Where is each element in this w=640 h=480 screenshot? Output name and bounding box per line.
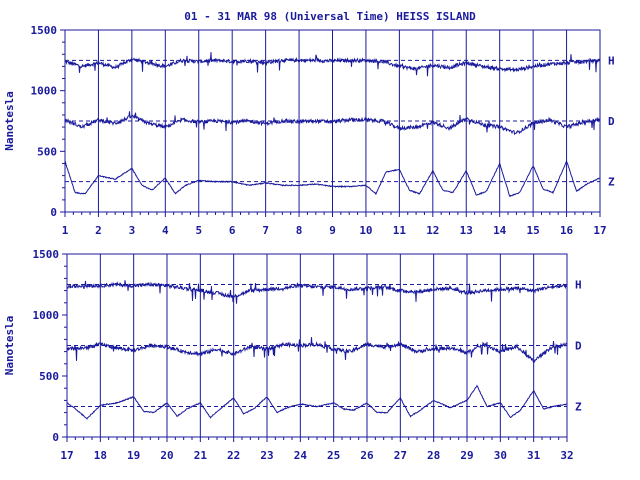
series-label-d: D [608, 115, 615, 128]
x-tick-label: 25 [327, 449, 340, 462]
x-tick-label: 21 [194, 449, 208, 462]
series-label-h: H [608, 54, 615, 67]
y-tick-label: 1500 [33, 248, 60, 261]
series-label-h: H [575, 279, 582, 292]
x-tick-label: 13 [460, 224, 473, 237]
y-tick-label: 0 [50, 206, 57, 219]
x-tick-label: 2 [95, 224, 102, 237]
x-tick-label: 3 [129, 224, 136, 237]
series-label-z: Z [608, 176, 615, 189]
panel-top: 1 2 3 4 5 6 7 8 9 10 11 12 13 14 15 16 17050010001500Nan… [3, 24, 615, 237]
x-tick-label: 20 [160, 449, 173, 462]
x-tick-label: 15 [527, 224, 540, 237]
x-tick-label: 28 [427, 449, 440, 462]
series-line-h [66, 280, 568, 304]
x-tick-label: 17 [593, 224, 606, 237]
x-tick-label: 16 [560, 224, 574, 237]
x-tick-label: 24 [294, 449, 308, 462]
y-tick-label: 1000 [33, 309, 60, 322]
x-tick-label: 23 [260, 449, 273, 462]
x-tick-label: 10 [359, 224, 372, 237]
x-tick-label: 14 [493, 224, 507, 237]
x-tick-label: 4 [162, 224, 169, 237]
series-label-d: D [575, 340, 582, 353]
x-tick-label: 18 [94, 449, 107, 462]
series-line-d [64, 111, 601, 136]
y-axis-label: Nanotesla [3, 316, 16, 376]
x-tick-label: 32 [560, 449, 573, 462]
series-line-z [64, 158, 601, 198]
y-tick-label: 500 [39, 370, 59, 383]
series-line-h [64, 52, 601, 77]
x-tick-label: 26 [360, 449, 374, 462]
chart-title: 01 - 31 MAR 98 (Universal Time) HEISS IS… [184, 10, 476, 23]
panel-bottom: 17 18 19 20 21 22 23 24 25 26 27 28 29 30 31 32 0 500 1000… [3, 248, 582, 462]
x-tick-label: 5 [195, 224, 202, 237]
x-tick-label: 9 [329, 224, 336, 237]
series-label-z: Z [575, 401, 582, 414]
x-tick-label: 12 [426, 224, 439, 237]
x-tick-label: 29 [460, 449, 473, 462]
y-tick-label: 0 [52, 431, 59, 444]
y-tick-label: 500 [37, 145, 57, 158]
x-tick-label: 8 [296, 224, 303, 237]
x-tick-label: 22 [227, 449, 240, 462]
x-tick-label: 11 [393, 224, 407, 237]
x-tick-label: 30 [494, 449, 507, 462]
x-tick-label: 27 [394, 449, 407, 462]
y-tick-label: 1000 [31, 85, 58, 98]
x-tick-label: 7 [262, 224, 269, 237]
x-tick-label: 1 [62, 224, 69, 237]
x-tick-label: 31 [527, 449, 541, 462]
x-tick-label: 6 [229, 224, 236, 237]
series-line-z [66, 384, 568, 420]
series-line-d [66, 337, 568, 364]
x-tick-label: 17 [60, 449, 73, 462]
y-axis-label: Nanotesla [3, 91, 16, 151]
x-tick-label: 19 [127, 449, 140, 462]
y-tick-label: 1500 [31, 24, 58, 37]
